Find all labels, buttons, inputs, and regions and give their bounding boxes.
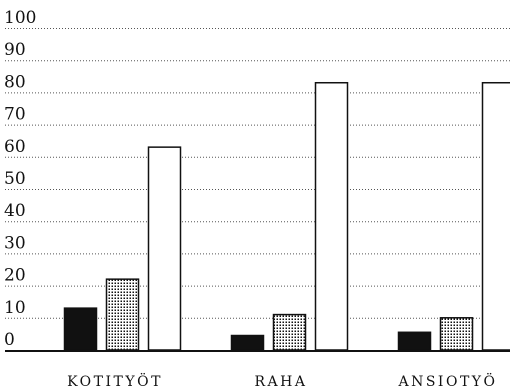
- bar-raha-series-3: [314, 81, 349, 351]
- bar-kotityöt-series-2: [105, 278, 140, 351]
- bars: [63, 81, 510, 351]
- y-tick-label: 100: [4, 8, 36, 28]
- bar-ansiotyö-series-3: [481, 81, 510, 351]
- y-tick-label: 80: [4, 72, 26, 92]
- category-label: ANSIOTYÖ: [397, 372, 497, 390]
- category-label: KOTITYÖT: [67, 372, 163, 390]
- y-tick-label: 60: [4, 137, 26, 157]
- y-tick-label: 50: [4, 169, 26, 189]
- gridlines: [5, 28, 510, 319]
- y-tick-label: 20: [4, 266, 26, 286]
- bar-kotityöt-series-1: [63, 307, 98, 351]
- bar-ansiotyö-series-1: [397, 331, 432, 351]
- y-tick-label: 0: [4, 330, 15, 350]
- y-tick-label: 70: [4, 105, 26, 125]
- bar-raha-series-2: [272, 313, 307, 351]
- y-tick-label: 10: [4, 298, 26, 318]
- category-labels: KOTITYÖT RAHA ANSIOTYÖ: [67, 372, 497, 390]
- y-tick-label: 40: [4, 201, 26, 221]
- bar-kotityöt-series-3: [147, 146, 182, 351]
- y-tick-labels: 0 10 20 30 40 50 60 70 80 90 100: [4, 8, 36, 350]
- bar-raha-series-1: [230, 334, 265, 351]
- bar-ansiotyö-series-2: [439, 317, 474, 351]
- category-label: RAHA: [255, 374, 308, 390]
- y-tick-label: 90: [4, 40, 26, 60]
- y-tick-label: 30: [4, 233, 26, 253]
